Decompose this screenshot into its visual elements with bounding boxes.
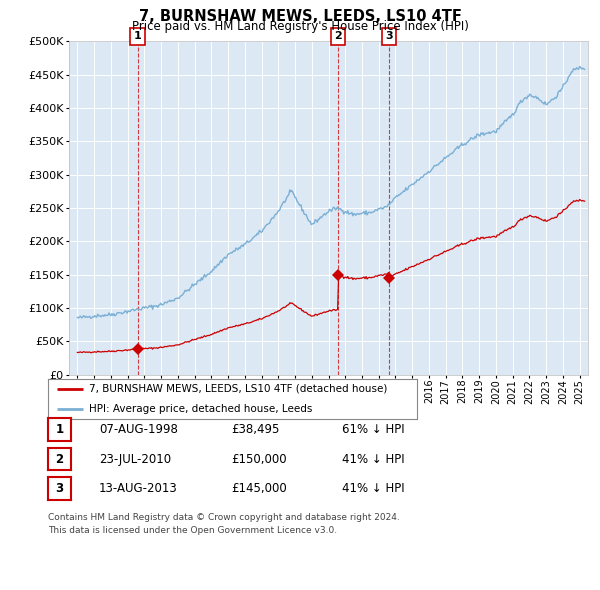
Text: 41% ↓ HPI: 41% ↓ HPI	[342, 453, 404, 466]
Text: 61% ↓ HPI: 61% ↓ HPI	[342, 423, 404, 436]
Text: HPI: Average price, detached house, Leeds: HPI: Average price, detached house, Leed…	[89, 404, 312, 414]
Text: 07-AUG-1998: 07-AUG-1998	[99, 423, 178, 436]
Text: Price paid vs. HM Land Registry's House Price Index (HPI): Price paid vs. HM Land Registry's House …	[131, 20, 469, 33]
Text: £145,000: £145,000	[231, 482, 287, 495]
Text: £150,000: £150,000	[231, 453, 287, 466]
Text: 1: 1	[55, 423, 64, 436]
Text: 23-JUL-2010: 23-JUL-2010	[99, 453, 171, 466]
Text: 3: 3	[55, 482, 64, 495]
Text: 2: 2	[55, 453, 64, 466]
Text: 7, BURNSHAW MEWS, LEEDS, LS10 4TF (detached house): 7, BURNSHAW MEWS, LEEDS, LS10 4TF (detac…	[89, 384, 387, 394]
Text: 13-AUG-2013: 13-AUG-2013	[99, 482, 178, 495]
Text: 1: 1	[134, 31, 142, 41]
Text: 3: 3	[385, 31, 393, 41]
Text: 2: 2	[334, 31, 342, 41]
Text: 41% ↓ HPI: 41% ↓ HPI	[342, 482, 404, 495]
Text: Contains HM Land Registry data © Crown copyright and database right 2024.
This d: Contains HM Land Registry data © Crown c…	[48, 513, 400, 535]
Text: 7, BURNSHAW MEWS, LEEDS, LS10 4TF: 7, BURNSHAW MEWS, LEEDS, LS10 4TF	[139, 9, 461, 24]
Text: £38,495: £38,495	[231, 423, 280, 436]
